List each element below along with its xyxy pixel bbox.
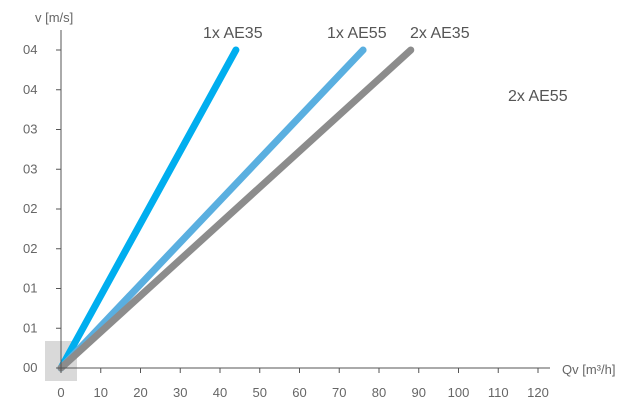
x-axis-label: Qv [m³/h]	[562, 362, 615, 377]
x-tick-label: 90	[412, 385, 426, 400]
series-line-3	[57, 46, 415, 372]
x-tick-label: 40	[213, 385, 227, 400]
x-tick-label: 80	[372, 385, 386, 400]
x-tick-label: 70	[332, 385, 346, 400]
y-tick-label: 01	[23, 281, 37, 296]
series-label-1: 1x AE35	[203, 25, 263, 42]
x-tick-label: 10	[94, 385, 108, 400]
x-tick-label: 50	[253, 385, 267, 400]
x-ticks-group: 0 10 20 30 40 50 60 70 80 90 100 110 120	[57, 368, 549, 400]
y-tick-label: 00	[23, 360, 37, 375]
series-label-3: 2x AE35	[410, 25, 470, 42]
series-line-1	[57, 46, 240, 372]
series-lines-group	[57, 46, 415, 372]
x-tick-label: 120	[527, 385, 549, 400]
series-label-extra-1: 2x AE55	[508, 88, 568, 105]
y-tick-label: 04	[23, 42, 37, 57]
y-tick-label: 02	[23, 201, 37, 216]
y-tick-label: 01	[23, 320, 37, 335]
y-tick-label: 03	[23, 122, 37, 137]
y-tick-label: 04	[23, 82, 37, 97]
x-tick-label: 60	[292, 385, 306, 400]
series-label-2: 1x AE55	[327, 25, 387, 42]
x-tick-label: 110	[488, 385, 509, 400]
y-ticks-group: 00 01 01 02 02 03 03 04 04	[23, 42, 61, 375]
x-tick-label: 100	[448, 385, 470, 400]
y-tick-label: 03	[23, 161, 37, 176]
x-tick-label: 30	[173, 385, 187, 400]
series-line-2	[57, 46, 367, 372]
x-tick-label: 0	[57, 385, 64, 400]
axes-group	[60, 30, 550, 369]
y-tick-label: 02	[23, 241, 37, 256]
y-axis-label: v [m/s]	[35, 10, 73, 25]
series-labels-group: 1x AE35 1x AE55 2x AE35 2x AE55	[203, 25, 568, 105]
x-tick-label: 20	[133, 385, 147, 400]
